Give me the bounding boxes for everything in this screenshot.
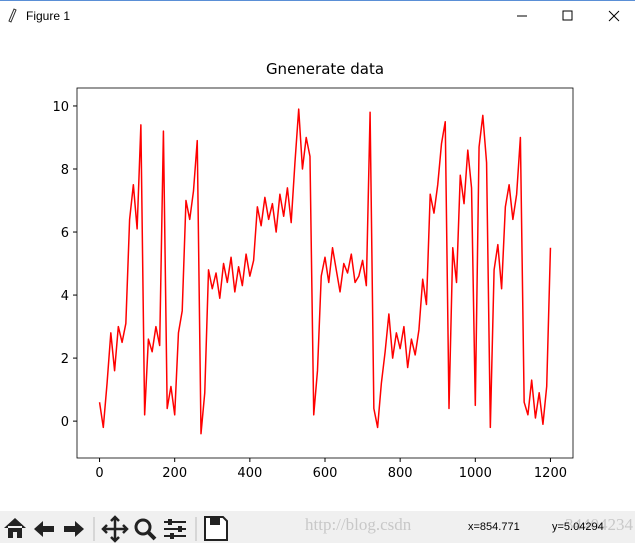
status-y: y=5.04294 xyxy=(552,521,604,533)
app-icon xyxy=(8,8,17,23)
forward-button[interactable] xyxy=(64,521,84,537)
plot-area xyxy=(77,88,573,458)
x-tick-label: 0 xyxy=(95,466,103,481)
status-x: x=854.771 xyxy=(468,521,520,533)
chart: Gnenerate data 0 2 4 6 8 10 0 200 400 600 800 1000 1… xyxy=(52,60,574,481)
x-tick-label: 800 xyxy=(388,466,413,481)
configure-button[interactable] xyxy=(164,521,186,537)
title-bar: Figure 1 xyxy=(0,0,635,30)
y-tick-label: 2 xyxy=(61,352,69,367)
x-tick-label: 1000 xyxy=(459,466,492,481)
window-title: Figure 1 xyxy=(26,9,71,23)
home-button[interactable] xyxy=(4,518,26,538)
zoom-handle xyxy=(146,530,157,541)
plot-frame xyxy=(76,87,574,459)
save-icon-part xyxy=(210,518,220,525)
close-button[interactable] xyxy=(608,10,620,22)
y-tick-label: 0 xyxy=(61,415,69,430)
watermark: 34404234 xyxy=(565,515,633,534)
x-tick-label: 400 xyxy=(237,466,262,481)
zoom-button[interactable] xyxy=(134,518,152,536)
chart-title: Gnenerate data xyxy=(266,60,384,78)
watermark: http://blog.csdn xyxy=(305,515,412,534)
configure-sliders xyxy=(168,519,182,539)
title-bar-icons xyxy=(8,8,620,23)
x-tick-label: 200 xyxy=(162,466,187,481)
toolbar-buttons xyxy=(4,515,228,543)
pan-button[interactable] xyxy=(101,515,129,543)
data-line xyxy=(98,108,552,435)
maximize-button[interactable] xyxy=(562,10,573,21)
y-tick-label: 10 xyxy=(52,100,69,115)
y-tick-label: 8 xyxy=(61,163,69,178)
x-tick-label: 1200 xyxy=(534,466,567,481)
x-tick-label: 600 xyxy=(313,466,338,481)
y-tick-label: 4 xyxy=(61,289,69,304)
y-tick-label: 6 xyxy=(61,226,69,241)
back-button[interactable] xyxy=(34,521,54,537)
toolbar: http://blog.csdn 34404234 x=854.771 y=5.… xyxy=(0,511,635,543)
